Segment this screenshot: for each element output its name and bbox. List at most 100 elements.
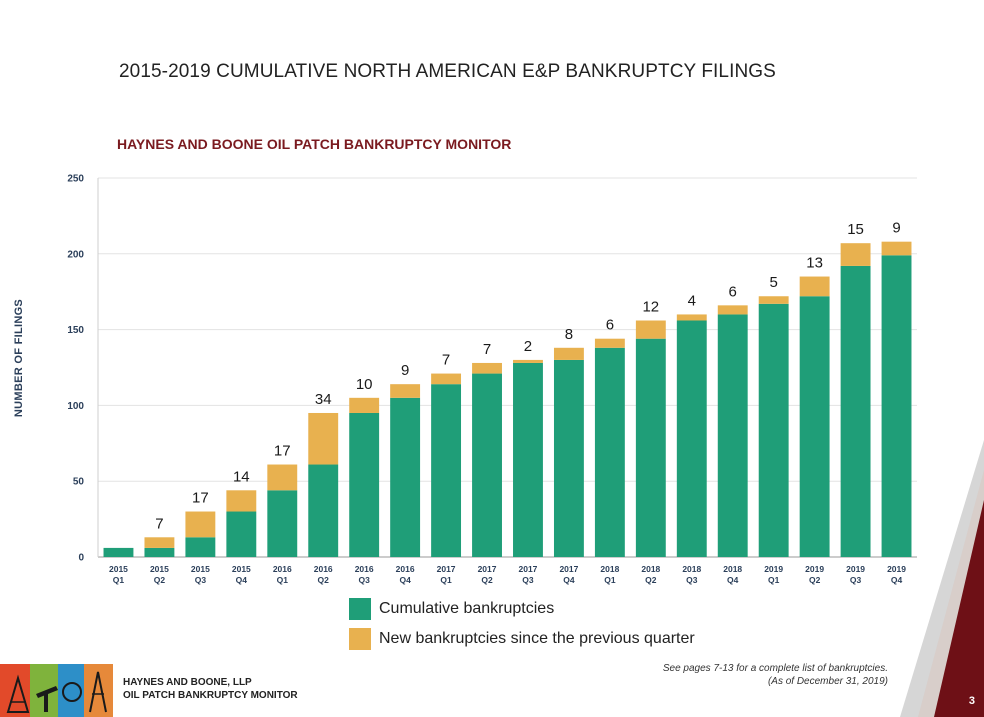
bar-new xyxy=(840,243,871,266)
x-tick-quarter: Q3 xyxy=(686,575,698,585)
bars xyxy=(103,241,912,558)
data-label: 5 xyxy=(770,274,778,291)
footnote-line-2: (As of December 31, 2019) xyxy=(767,676,888,687)
x-tick-year: 2017 xyxy=(437,564,456,574)
x-axis-ticks: 2015Q12015Q22015Q32015Q42016Q12016Q22016… xyxy=(109,564,906,585)
y-tick-label: 100 xyxy=(67,401,84,412)
bar-new xyxy=(717,305,748,315)
x-tick-quarter: Q3 xyxy=(359,575,371,585)
x-tick-quarter: Q2 xyxy=(154,575,166,585)
x-tick-quarter: Q1 xyxy=(277,575,289,585)
x-tick-quarter: Q2 xyxy=(645,575,657,585)
firm-name: HAYNES AND BOONE, LLP OIL PATCH BANKRUPT… xyxy=(123,676,298,702)
bar-new xyxy=(349,397,380,413)
data-label: 34 xyxy=(315,391,332,408)
y-tick-label: 150 xyxy=(67,325,84,336)
bar-new xyxy=(676,314,707,321)
y-tick-label: 0 xyxy=(78,553,84,564)
bar-new xyxy=(881,241,912,256)
x-tick-year: 2019 xyxy=(805,564,824,574)
legend: Cumulative bankruptcies New bankruptcies… xyxy=(349,596,695,656)
bar-new xyxy=(513,359,543,363)
legend-item-new: New bankruptcies since the previous quar… xyxy=(349,626,695,652)
bar-new xyxy=(799,276,830,297)
x-tick-year: 2016 xyxy=(355,564,374,574)
bar-cumulative xyxy=(144,547,175,557)
x-tick-quarter: Q3 xyxy=(195,575,207,585)
x-tick-quarter: Q4 xyxy=(399,575,411,585)
data-label: 9 xyxy=(401,362,409,379)
data-label: 7 xyxy=(155,515,163,532)
x-tick-year: 2017 xyxy=(478,564,497,574)
y-tick-label: 250 xyxy=(67,174,84,185)
x-tick-year: 2017 xyxy=(559,564,578,574)
bar-cumulative xyxy=(390,397,421,557)
x-tick-quarter: Q2 xyxy=(809,575,821,585)
bar-cumulative xyxy=(635,338,666,557)
bar-new xyxy=(553,347,584,360)
bar-cumulative xyxy=(840,265,871,557)
bar-new xyxy=(635,320,666,339)
x-tick-quarter: Q4 xyxy=(563,575,575,585)
x-tick-quarter: Q3 xyxy=(522,575,534,585)
data-label: 12 xyxy=(642,299,659,316)
x-tick-year: 2015 xyxy=(232,564,251,574)
firm-line-2: OIL PATCH BANKRUPTCY MONITOR xyxy=(123,690,298,701)
x-tick-year: 2017 xyxy=(519,564,538,574)
bar-cumulative xyxy=(758,303,789,557)
x-tick-quarter: Q1 xyxy=(113,575,125,585)
bar-new xyxy=(431,373,462,385)
x-tick-year: 2015 xyxy=(150,564,169,574)
chart-title: HAYNES AND BOONE OIL PATCH BANKRUPTCY MO… xyxy=(117,136,512,152)
legend-item-cumulative: Cumulative bankruptcies xyxy=(349,596,695,622)
bar-new xyxy=(185,511,216,538)
data-label: 15 xyxy=(847,221,864,238)
data-label: 2 xyxy=(524,338,532,355)
y-tick-label: 50 xyxy=(73,477,85,488)
data-label: 7 xyxy=(442,352,450,369)
x-tick-year: 2016 xyxy=(314,564,333,574)
bar-cumulative xyxy=(267,490,298,557)
bar-new xyxy=(267,464,298,491)
data-label: 4 xyxy=(688,292,696,309)
data-label: 6 xyxy=(606,317,614,334)
x-tick-year: 2019 xyxy=(887,564,906,574)
x-tick-year: 2016 xyxy=(273,564,292,574)
x-tick-year: 2018 xyxy=(682,564,701,574)
data-label: 17 xyxy=(274,443,291,460)
bar-cumulative xyxy=(185,537,216,557)
data-label: 7 xyxy=(483,341,491,358)
bar-cumulative xyxy=(349,412,380,557)
firm-line-1: HAYNES AND BOONE, LLP xyxy=(123,677,252,688)
bar-cumulative xyxy=(472,373,502,557)
x-tick-year: 2015 xyxy=(191,564,210,574)
data-label: 8 xyxy=(565,326,573,343)
x-tick-year: 2019 xyxy=(846,564,865,574)
y-tick-label: 200 xyxy=(67,249,84,260)
page-title: 2015-2019 CUMULATIVE NORTH AMERICAN E&P … xyxy=(119,61,776,82)
data-labels: 7 17 14 17 34 10 9 7 7 2 8 6 12 4 6 5 13 15 9 xyxy=(155,220,900,533)
x-tick-quarter: Q4 xyxy=(236,575,248,585)
data-label: 9 xyxy=(892,220,900,237)
bar-new xyxy=(472,362,502,374)
bar-cumulative xyxy=(717,314,748,557)
data-label: 6 xyxy=(729,283,737,300)
bar-cumulative xyxy=(431,384,462,557)
x-tick-year: 2018 xyxy=(641,564,660,574)
bar-cumulative xyxy=(676,320,707,557)
data-label: 17 xyxy=(192,490,209,507)
x-tick-quarter: Q3 xyxy=(850,575,862,585)
x-tick-quarter: Q1 xyxy=(440,575,452,585)
legend-label-cumulative: Cumulative bankruptcies xyxy=(379,600,555,617)
x-tick-quarter: Q1 xyxy=(768,575,780,585)
x-tick-quarter: Q4 xyxy=(727,575,739,585)
bar-cumulative xyxy=(308,464,339,557)
x-tick-quarter: Q2 xyxy=(481,575,493,585)
bar-new xyxy=(390,384,421,398)
x-tick-year: 2018 xyxy=(600,564,619,574)
legend-swatch-cumulative xyxy=(349,598,371,620)
bar-cumulative xyxy=(226,511,257,557)
bar-new xyxy=(226,490,257,512)
bar-cumulative xyxy=(799,296,830,557)
bar-cumulative xyxy=(513,362,543,557)
